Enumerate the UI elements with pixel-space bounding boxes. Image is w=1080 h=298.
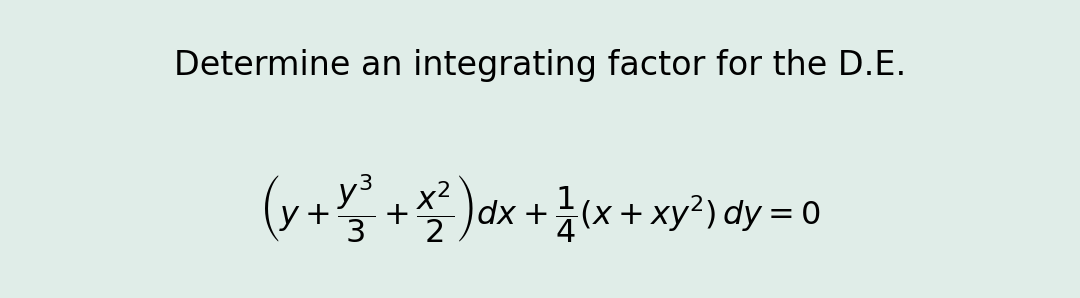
- Text: $\left(y + \dfrac{y^3}{3} + \dfrac{x^2}{2}\right)dx + \dfrac{1}{4}(x + xy^2)\,dy: $\left(y + \dfrac{y^3}{3} + \dfrac{x^2}{…: [259, 172, 821, 245]
- Text: Determine an integrating factor for the D.E.: Determine an integrating factor for the …: [174, 49, 906, 82]
